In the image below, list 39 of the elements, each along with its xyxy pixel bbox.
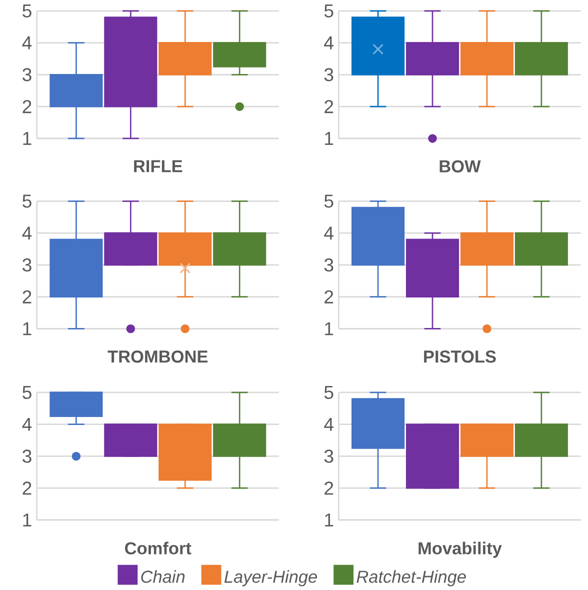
legend-label: Chain (141, 570, 185, 583)
y-tick-label: 4 (324, 36, 334, 50)
y-tick-label: 1 (23, 132, 32, 145)
y-tick-label: 4 (22, 36, 32, 50)
y-tick-label: 4 (324, 418, 334, 431)
y-tick-label: 3 (324, 258, 334, 272)
x-axis-title: TROMBONE (108, 350, 208, 363)
y-tick-label: 5 (22, 386, 32, 399)
x-axis-title: Movability (418, 542, 502, 558)
y-tick-label: 3 (22, 450, 32, 463)
y-tick-label: 5 (324, 194, 334, 208)
x-axis-title: Comfort (125, 542, 192, 554)
y-tick-label: 3 (22, 68, 32, 82)
legend-label: Ratchet-Hinge (356, 570, 466, 586)
x-axis-title: PISTOLS (424, 350, 496, 363)
y-tick-label: 3 (22, 258, 32, 272)
x-axis-title: RIFLE (134, 160, 182, 172)
y-tick-label: 2 (324, 482, 334, 495)
y-tick-label: 4 (22, 226, 32, 240)
legend-label: Layer-Hinge (224, 570, 318, 586)
y-tick-label: 1 (23, 322, 32, 336)
y-tick-label: 2 (324, 290, 334, 304)
y-tick-label: 4 (324, 226, 334, 240)
y-tick-label: 1 (23, 514, 32, 526)
y-tick-label: 2 (22, 482, 32, 495)
y-tick-label: 1 (325, 132, 334, 145)
x-axis-title: BOW (440, 160, 481, 172)
y-tick-label: 1 (325, 322, 334, 336)
y-tick-label: 3 (324, 450, 334, 463)
y-tick-label: 5 (22, 4, 32, 18)
y-tick-label: 5 (324, 386, 334, 399)
y-tick-label: 5 (324, 4, 334, 18)
y-tick-label: 1 (325, 514, 334, 526)
y-tick-label: 3 (324, 68, 334, 82)
y-tick-label: 2 (324, 100, 334, 114)
y-tick-label: 4 (22, 418, 32, 431)
y-tick-label: 2 (22, 100, 32, 114)
y-tick-label: 5 (22, 194, 32, 208)
y-tick-label: 2 (22, 290, 32, 304)
